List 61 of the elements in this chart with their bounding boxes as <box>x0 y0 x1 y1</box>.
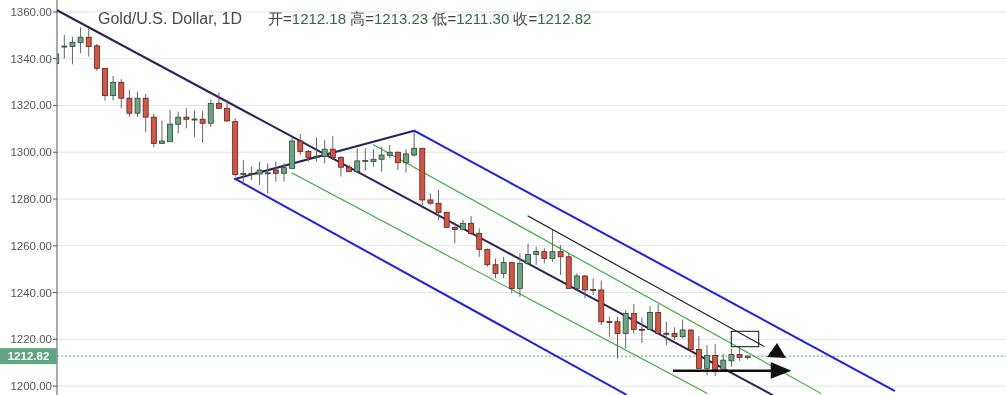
candlestick <box>321 139 328 164</box>
candlestick <box>191 110 198 138</box>
candlestick <box>281 162 287 183</box>
y-tick-label: 1320.00 <box>10 99 52 112</box>
y-tick-label: 1360.00 <box>10 5 52 18</box>
candlestick <box>93 43 100 72</box>
y-tick-label: 1220.00 <box>10 333 52 346</box>
candlestick <box>582 274 588 299</box>
candlestick <box>297 133 304 156</box>
candlestick <box>134 91 141 118</box>
candlestick <box>679 318 686 339</box>
candlestick <box>411 131 418 158</box>
candlestick <box>403 148 409 174</box>
candlestick <box>590 277 597 296</box>
text: Gold/U.S. Dollar, 1D <box>98 10 243 27</box>
candlestick <box>695 335 702 369</box>
candlestick <box>687 329 694 350</box>
candlestick <box>167 109 173 143</box>
candlestick <box>500 256 507 279</box>
candlestick <box>110 75 117 102</box>
y-tick-label: 1300.00 <box>10 146 52 159</box>
y-tick-label: 1200.00 <box>10 380 52 393</box>
candlestick <box>549 229 556 263</box>
candlestick <box>216 91 222 110</box>
candlestick <box>313 136 320 163</box>
candlestick <box>468 215 474 236</box>
candlestick <box>557 244 564 276</box>
candlestick <box>663 321 670 346</box>
y-tick-label: 1260.00 <box>10 239 52 252</box>
candlestick <box>118 78 125 109</box>
candlestick <box>183 107 190 129</box>
candlestick <box>712 343 719 377</box>
candlestick <box>525 242 531 266</box>
candlestick <box>639 316 645 344</box>
candlestick <box>126 89 133 118</box>
y-tick-label: 1280.00 <box>10 193 52 206</box>
candlestick <box>476 227 483 258</box>
candlestick <box>224 99 230 123</box>
candlestick <box>207 98 214 128</box>
candlestick <box>175 111 182 134</box>
candlestick <box>240 159 247 186</box>
candlestick <box>85 27 92 58</box>
y-tick-label: 1240.00 <box>10 286 52 299</box>
text: 开=1212.18 高=1213.23 低=1211.30 收=1212.82 <box>268 10 592 27</box>
candlestick <box>655 303 662 335</box>
candlestick <box>272 161 279 183</box>
candlestick <box>622 309 629 349</box>
candlestick <box>362 147 369 171</box>
candlestick <box>354 147 361 174</box>
candlestick <box>338 155 344 178</box>
candlestick <box>142 93 149 133</box>
candlestick <box>329 135 336 161</box>
ref-line-label: 1212.82 <box>7 350 50 363</box>
candlestick <box>199 110 206 144</box>
candlestick <box>647 305 653 331</box>
candlestick <box>630 303 637 334</box>
candlestick <box>159 120 165 144</box>
candlestick <box>533 246 540 266</box>
candlestick <box>264 162 271 194</box>
candlestick <box>61 34 68 59</box>
y-tick-label: 1340.00 <box>10 52 52 65</box>
